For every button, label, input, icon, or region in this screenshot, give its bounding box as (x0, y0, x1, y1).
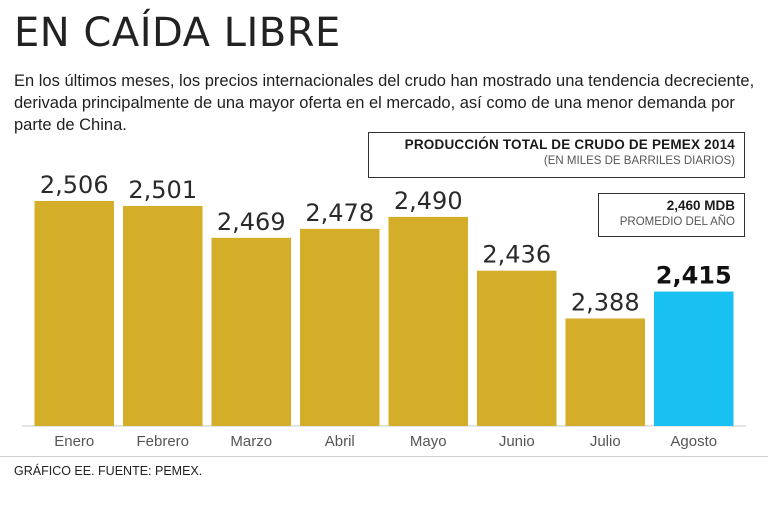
value-label-marzo: 2,469 (217, 208, 286, 236)
category-label-agosto: Agosto (670, 433, 717, 450)
category-label-mayo: Mayo (410, 433, 447, 450)
legend-average-box: 2,460 MDB PROMEDIO DEL AÑO (598, 193, 745, 237)
value-label-mayo: 2,490 (394, 187, 463, 215)
footer-divider (0, 456, 768, 457)
bar-agosto (654, 291, 734, 426)
value-label-enero: 2,506 (40, 171, 109, 199)
bar-marzo (211, 237, 291, 426)
category-label-junio: Junio (499, 433, 535, 450)
subtitle-text: En los últimos meses, los precios intern… (14, 72, 755, 134)
category-label-julio: Julio (590, 433, 621, 450)
category-label-marzo: Marzo (230, 433, 272, 450)
value-label-junio: 2,436 (482, 241, 551, 269)
bar-julio (565, 318, 645, 426)
bar-abril (300, 228, 380, 426)
bar-junio (477, 270, 557, 426)
average-value: 2,460 MDB (666, 198, 735, 213)
value-label-febrero: 2,501 (128, 176, 197, 204)
legend-unit: (EN MILES DE BARRILES DIARIOS) (543, 155, 735, 167)
bar-mayo (388, 216, 468, 426)
page-title: EN CAÍDA LIBRE (14, 10, 341, 56)
value-label-julio: 2,388 (571, 288, 640, 316)
category-label-enero: Enero (54, 433, 94, 450)
value-label-agosto: 2,415 (656, 262, 732, 290)
bar-febrero (123, 205, 203, 426)
value-label-abril: 2,478 (305, 199, 374, 227)
legend-title: PRODUCCIÓN TOTAL DE CRUDO DE PEMEX 2014 (404, 137, 735, 152)
bar-enero (34, 200, 114, 426)
source-footer: GRÁFICO EE. FUENTE: PEMEX. (14, 464, 203, 478)
average-label: PROMEDIO DEL AÑO (619, 216, 735, 228)
category-label-abril: Abril (325, 433, 355, 450)
legend-production-box: PRODUCCIÓN TOTAL DE CRUDO DE PEMEX 2014 … (368, 132, 745, 178)
category-label-febrero: Febrero (136, 433, 189, 450)
